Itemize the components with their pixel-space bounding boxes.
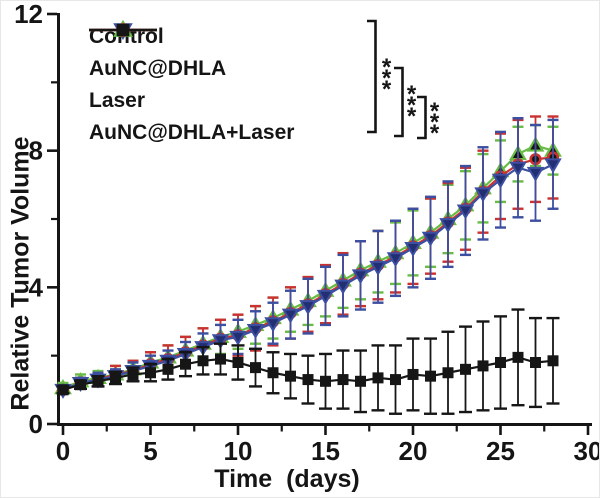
y-tick-label: 4: [29, 272, 44, 302]
series-markers: [57, 351, 559, 396]
marker-triangle-down: [211, 334, 230, 350]
marker-triangle-down: [456, 204, 475, 220]
marker-square: [337, 374, 349, 386]
marker-square: [197, 355, 209, 367]
marker-square: [215, 353, 226, 365]
y-tick-label: 0: [29, 409, 43, 439]
marker-square: [180, 358, 191, 370]
marker-triangle-down: [351, 269, 370, 285]
marker-square: [425, 370, 436, 382]
marker-square: [116, 23, 130, 37]
y-tick-label: 12: [14, 1, 43, 29]
significance-star: *: [407, 92, 417, 119]
marker-triangle-down: [509, 161, 527, 177]
marker-square: [145, 367, 156, 379]
significance-star: *: [430, 109, 440, 136]
marker-square: [57, 384, 69, 396]
marker-square: [110, 372, 121, 384]
x-tick-label: 20: [399, 436, 428, 466]
marker-triangle-down: [369, 260, 387, 276]
marker-square: [320, 375, 331, 387]
marker-square: [390, 374, 401, 386]
significance-annotations: *** *** ***: [367, 19, 440, 147]
marker-square: [92, 375, 104, 387]
legend-item: AuNC@DHLA: [89, 20, 294, 84]
legend-label: AuNC@DHLA+Laser: [89, 120, 295, 144]
legend-swatch-square-icon: [89, 23, 157, 37]
marker-triangle-down: [386, 252, 405, 268]
marker-square: [495, 356, 506, 368]
marker-square: [75, 379, 86, 391]
marker-triangle-down: [316, 289, 335, 305]
significance-star: *: [430, 120, 440, 147]
x-tick-label: 5: [143, 436, 157, 466]
marker-square: [477, 360, 489, 372]
significance-star: *: [382, 65, 392, 92]
legend-label: AuNC@DHLA: [89, 56, 227, 80]
significance-star: *: [407, 81, 417, 108]
marker-square: [512, 351, 524, 363]
significance-bracket: [367, 19, 377, 134]
marker-triangle-down: [334, 279, 352, 295]
significance-star: *: [382, 54, 392, 81]
x-axis: 0 5 10 15 20 25 30: [56, 426, 600, 466]
marker-square: [407, 368, 419, 380]
legend-label: Laser: [89, 88, 146, 112]
series-aunc-dhla-laser: [56, 308, 560, 415]
x-tick-label: 15: [311, 436, 340, 466]
marker-square: [162, 363, 174, 375]
x-tick-label: 25: [486, 436, 515, 466]
marker-triangle-down: [264, 317, 282, 333]
legend-item: Laser: [89, 23, 294, 116]
marker-square: [285, 370, 296, 382]
marker-triangle-down: [474, 187, 492, 203]
marker-square: [302, 374, 314, 386]
significance-star: *: [407, 103, 417, 130]
x-tick-label: 30: [574, 436, 600, 466]
y-axis-title: Relative Tumor Volume: [6, 136, 35, 411]
marker-triangle-down: [246, 324, 265, 340]
x-tick-label: 0: [56, 436, 70, 466]
marker-square: [460, 363, 471, 375]
axes: [57, 13, 592, 426]
legend-item: AuNC@DHLA+Laser: [89, 23, 295, 148]
marker-triangle-down: [491, 173, 510, 189]
series-aunc-dhla: [54, 123, 562, 395]
marker-square: [530, 356, 541, 368]
marker-triangle-down: [229, 330, 247, 346]
marker-triangle-down: [281, 308, 300, 324]
marker-triangle-down: [299, 300, 317, 316]
significance-star: *: [430, 98, 440, 125]
marker-square: [250, 362, 261, 374]
significance-bracket: [394, 66, 404, 138]
series-line: [62, 144, 554, 390]
marker-square: [267, 367, 279, 379]
marker-triangle-down: [439, 218, 457, 234]
significance-star: *: [382, 76, 392, 103]
marker-square: [127, 368, 139, 380]
marker-triangle-down: [404, 242, 422, 258]
marker-square: [547, 355, 559, 367]
marker-triangle-down: [526, 166, 545, 182]
y-axis: 0 4 8 12: [14, 1, 57, 439]
marker-triangle-down: [421, 231, 440, 247]
marker-square: [442, 367, 454, 379]
x-tick-label: 10: [224, 436, 253, 466]
y-tick-label: 8: [29, 136, 43, 166]
marker-square: [232, 356, 244, 368]
significance-bracket: [417, 95, 427, 140]
marker-square: [355, 375, 366, 387]
x-axis-title: Time (days): [214, 465, 360, 493]
marker-square: [372, 372, 384, 384]
marker-triangle-down: [544, 158, 562, 174]
